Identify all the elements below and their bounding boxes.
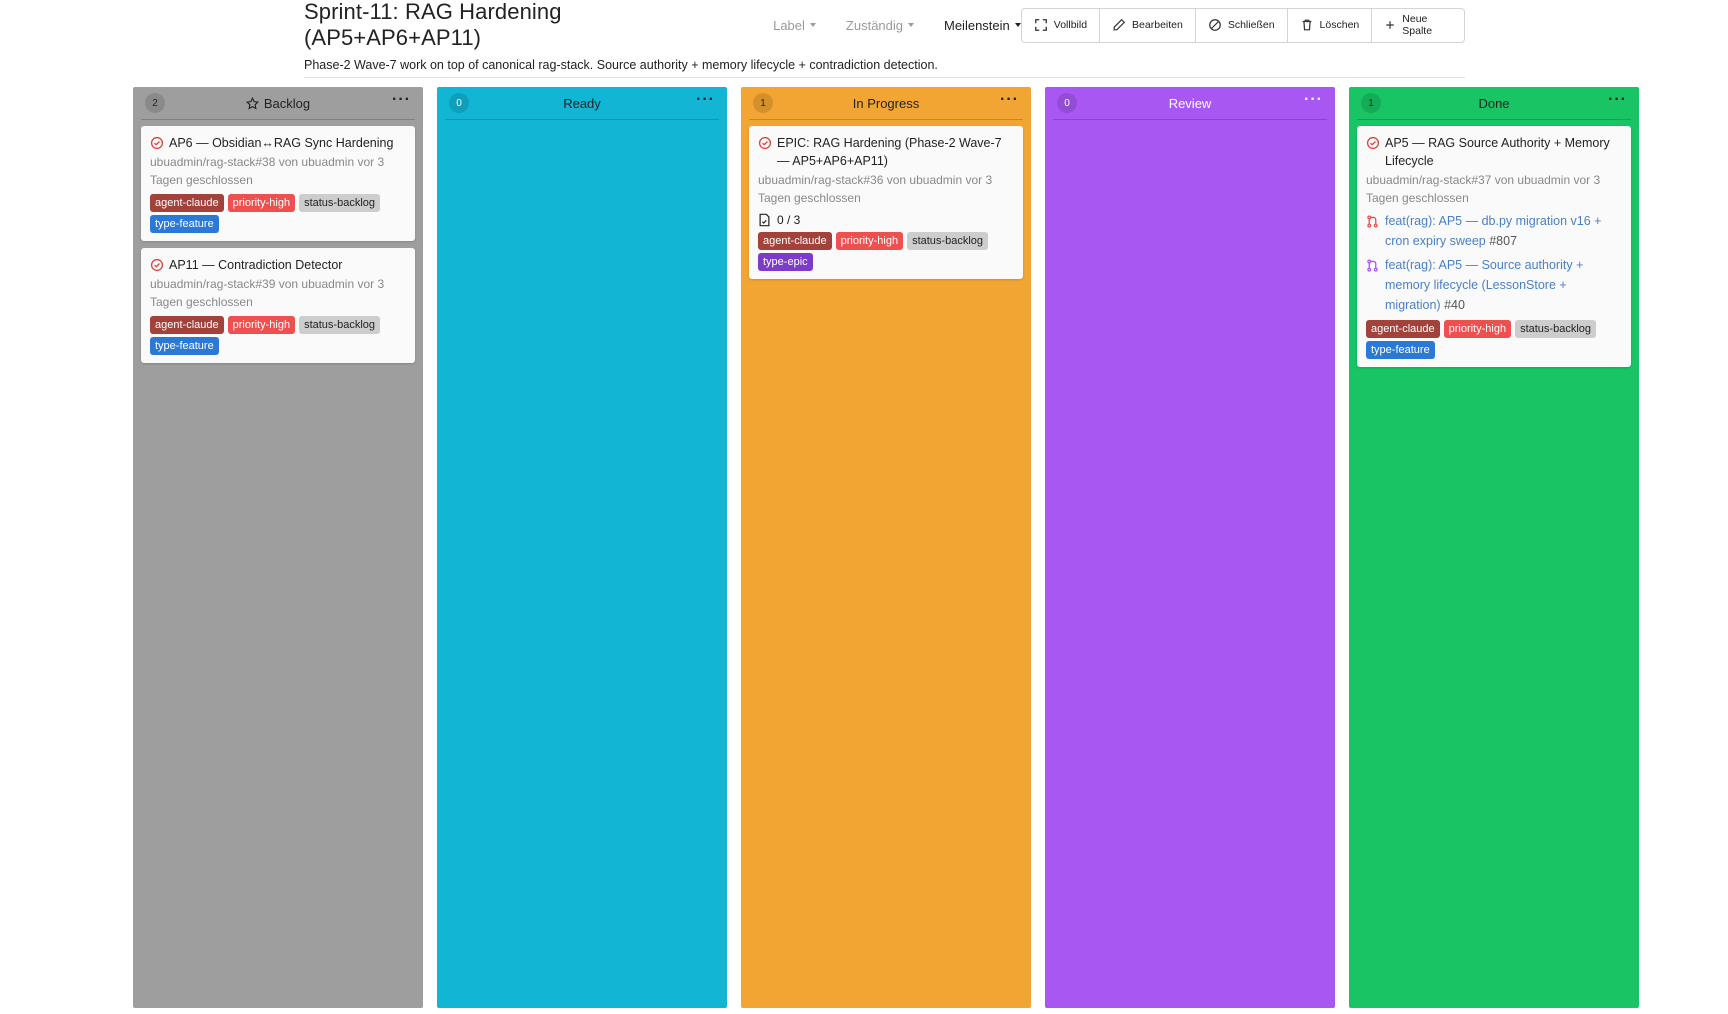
column-menu-icon[interactable]: ···	[1000, 91, 1019, 108]
label-type-epic[interactable]: type-epic	[758, 253, 813, 271]
new-column-button[interactable]: Neue Spalte	[1372, 9, 1464, 42]
column-title: In Progress	[852, 95, 920, 111]
label-agent-claude[interactable]: agent-claude	[150, 194, 224, 212]
label-agent-claude[interactable]: agent-claude	[758, 232, 832, 250]
trash-icon	[1302, 19, 1311, 31]
issue-card[interactable]: AP11 — Contradiction Detector ubuadmin/ra…	[141, 248, 415, 363]
column-header: 1 In Progress ···	[749, 87, 1023, 120]
column-header: 0 Ready ···	[445, 87, 719, 120]
tasklist-icon	[759, 213, 770, 227]
label-type-feature[interactable]: type-feature	[1366, 341, 1435, 359]
issue-card[interactable]: AP6 — Obsidian↔RAG Sync Hardening ubuadmi…	[141, 126, 415, 241]
column-title: Done	[1478, 95, 1510, 111]
circle-slash-icon	[1208, 19, 1221, 31]
kanban-board: 2 Backlog ··· AP6 — Obsidian↔RAG Sync Harde…	[133, 87, 1639, 1008]
delete-button[interactable]: Löschen	[1288, 8, 1373, 42]
label-status-backlog[interactable]: status-backlog	[299, 194, 381, 212]
column-backlog: 2 Backlog ··· AP6 — Obsidian↔RAG Sync Harde…	[133, 87, 423, 1008]
label-priority-high[interactable]: priority-high	[227, 316, 296, 334]
label-agent-claude[interactable]: agent-claude	[150, 316, 224, 334]
issue-meta: ubuadmin/rag-stack#38 von ubuadmin vor 3…	[150, 155, 385, 187]
column-header: 0 Review ···	[1053, 87, 1327, 120]
check-circle-icon	[150, 258, 164, 272]
chevron-down-icon	[1014, 23, 1021, 27]
issue-title[interactable]: EPIC: RAG Hardening (Phase-2 Wave-7 — AP…	[777, 136, 1002, 168]
project-description: Phase-2 Wave-7 work on top of canonical …	[304, 58, 938, 72]
issue-title[interactable]: AP5 — RAG Source Authority + Memory Life…	[1385, 136, 1610, 168]
issue-meta: ubuadmin/rag-stack#37 von ubuadmin vor 3…	[1366, 173, 1601, 205]
column-review: 0 Review ···	[1045, 87, 1335, 1008]
issue-meta: ubuadmin/rag-stack#36 von ubuadmin vor 3…	[758, 173, 993, 205]
task-progress: 0 / 3	[758, 213, 1014, 227]
edit-button[interactable]: Bearbeiten	[1100, 8, 1196, 42]
column-menu-icon[interactable]: ···	[392, 91, 411, 108]
issue-card[interactable]: AP5 — RAG Source Authority + Memory Life…	[1357, 126, 1631, 367]
column-title: Review	[1168, 95, 1212, 111]
chevron-down-icon	[809, 23, 816, 27]
plus-icon	[1386, 21, 1395, 29]
column-header: 2 Backlog ···	[141, 87, 415, 120]
label-priority-high[interactable]: priority-high	[835, 232, 904, 250]
board-header: Sprint-11: RAG Hardening (AP5+AP6+AP11) …	[304, 0, 1465, 72]
fullscreen-button[interactable]: Vollbild	[1022, 8, 1101, 42]
issue-count-badge: 2	[145, 93, 165, 113]
page-title: Sprint-11: RAG Hardening (AP5+AP6+AP11)	[304, 0, 562, 50]
issue-count-badge: 0	[449, 93, 469, 113]
label-filter[interactable]: Label	[773, 18, 816, 33]
issue-count-badge: 1	[753, 93, 773, 113]
chevron-down-icon	[908, 23, 914, 27]
issue-title[interactable]: AP11 — Contradiction Detector	[169, 258, 343, 272]
column-menu-icon[interactable]: ···	[1608, 91, 1627, 108]
board-toolbar: Vollbild Bearbeiten Schließen Löschen Ne…	[1020, 7, 1465, 43]
issue-title[interactable]: AP6 — Obsidian↔RAG Sync Hardening	[169, 136, 394, 150]
label-list: agent-claude priority-high status-backlog t…	[758, 232, 1014, 271]
close-project-button[interactable]: Schließen	[1196, 8, 1288, 42]
column-done: 1 Done ··· AP5 — RAG Source Authority + Mem…	[1349, 87, 1639, 1008]
check-circle-icon	[150, 136, 164, 150]
pull-request-icon	[1367, 259, 1378, 272]
column-ready: 0 Ready ···	[437, 87, 727, 1008]
label-priority-high[interactable]: priority-high	[1443, 320, 1512, 338]
label-list: agent-claude priority-high status-backlog t…	[150, 316, 406, 355]
label-type-feature[interactable]: type-feature	[150, 215, 219, 233]
filter-bar: Label Zuständig Meilenstein	[773, 18, 1021, 33]
check-circle-icon	[758, 136, 772, 150]
column-menu-icon[interactable]: ···	[1304, 91, 1323, 108]
milestone-filter[interactable]: Meilenstein	[944, 18, 1021, 33]
column-menu-icon[interactable]: ···	[696, 91, 715, 108]
column-header: 1 Done ···	[1357, 87, 1631, 120]
pencil-icon	[1113, 18, 1126, 31]
column-title: Backlog	[141, 96, 415, 111]
issue-count-badge: 0	[1057, 93, 1077, 113]
label-list: agent-claude priority-high status-backlog t…	[1366, 320, 1622, 359]
check-circle-icon	[1366, 136, 1380, 150]
pull-request-icon	[1367, 215, 1378, 228]
label-status-backlog[interactable]: status-backlog	[299, 316, 381, 334]
label-type-feature[interactable]: type-feature	[150, 337, 219, 355]
column-title: Ready	[563, 95, 601, 111]
label-priority-high[interactable]: priority-high	[227, 194, 296, 212]
header-divider	[304, 77, 1465, 78]
assignee-filter[interactable]: Zuständig	[846, 18, 914, 33]
label-status-backlog[interactable]: status-backlog	[907, 232, 989, 250]
linked-pull-request[interactable]: feat(rag): AP5 — db.py migration v16 + c…	[1366, 211, 1622, 251]
linked-pull-request[interactable]: feat(rag): AP5 — Source authority + memo…	[1366, 255, 1622, 315]
label-status-backlog[interactable]: status-backlog	[1515, 320, 1597, 338]
column-in-progress: 1 In Progress ··· EPIC: RAG Hardening (Phas…	[741, 87, 1031, 1008]
issue-meta: ubuadmin/rag-stack#39 von ubuadmin vor 3…	[150, 277, 385, 309]
star-icon	[245, 96, 259, 110]
issue-card[interactable]: EPIC: RAG Hardening (Phase-2 Wave-7 — AP…	[749, 126, 1023, 279]
fullscreen-icon	[1034, 19, 1047, 31]
issue-count-badge: 1	[1361, 93, 1381, 113]
label-list: agent-claude priority-high status-backlog t…	[150, 194, 406, 233]
label-agent-claude[interactable]: agent-claude	[1366, 320, 1440, 338]
